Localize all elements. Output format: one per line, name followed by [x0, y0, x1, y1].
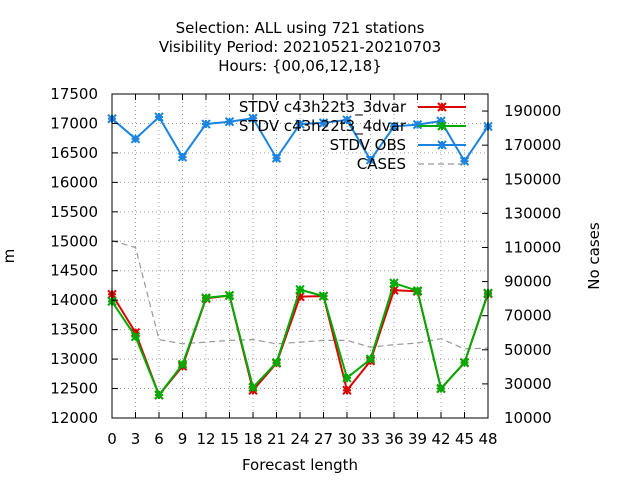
point-stdv-c43h22t3-4dvar: [318, 291, 329, 301]
x-tick-label: 27: [314, 430, 333, 448]
point-stdv-c43h22t3-4dvar: [389, 278, 399, 288]
y2-tick-label: 190000: [504, 102, 561, 120]
x-tick-label: 42: [431, 430, 450, 448]
y2-tick-label: 70000: [504, 307, 552, 325]
y-tick-label: 12500: [50, 380, 98, 398]
cases-series-layer: [111, 240, 489, 350]
x-tick-label: 12: [196, 430, 215, 448]
y-tick-label: 14500: [50, 262, 98, 280]
x-tick-label: 0: [107, 430, 117, 448]
y-tick-label: 13500: [50, 321, 98, 339]
point-stdv-obs: [248, 113, 258, 123]
point-stdv-obs: [389, 121, 399, 132]
point-stdv-obs: [154, 112, 164, 122]
x-tick-label: 36: [384, 430, 403, 448]
x-tick-label: 24: [290, 430, 309, 448]
point-stdv-obs: [224, 116, 235, 127]
y2-axis-label: No cases: [585, 222, 603, 290]
x-tick-label: 48: [478, 430, 497, 448]
x-tick-label: 39: [408, 430, 427, 448]
legend-label-stdv-c43h22t3-3dvar: STDV c43h22t3_3dvar: [239, 98, 407, 117]
y2-tick-label: 50000: [504, 341, 552, 359]
x-tick-label: 33: [361, 430, 380, 448]
point-stdv-c43h22t3-4dvar: [436, 383, 446, 394]
point-stdv-c43h22t3-4dvar: [248, 382, 258, 393]
y-tick-label: 13000: [50, 350, 98, 368]
title-line-3: Hours: {00,06,12,18}: [218, 57, 382, 75]
point-stdv-c43h22t3-4dvar: [224, 290, 235, 301]
point-stdv-obs: [177, 152, 188, 162]
point-stdv-c43h22t3-4dvar: [154, 390, 164, 400]
point-stdv-c43h22t3-4dvar: [177, 359, 188, 370]
legend-marker-stdv-c43h22t3-4dvar: [437, 121, 447, 131]
title-line-1: Selection: ALL using 721 stations: [176, 19, 425, 37]
y2-tick-label: 90000: [504, 273, 552, 291]
x-tick-label: 30: [337, 430, 356, 448]
y-tick-label: 16500: [50, 144, 98, 162]
x-tick-label: 15: [220, 430, 239, 448]
point-stdv-obs: [318, 118, 329, 128]
x-tick-label: 6: [154, 430, 164, 448]
y-tick-label: 12000: [50, 409, 98, 427]
y-tick-label: 17500: [50, 85, 98, 103]
point-stdv-obs: [459, 156, 470, 166]
point-stdv-c43h22t3-4dvar: [271, 357, 282, 368]
legend-label-cases: CASES: [357, 155, 406, 173]
legend-marker-stdv-obs: [437, 140, 447, 150]
y-tick-label: 15000: [50, 232, 98, 250]
legend-label-stdv-obs: STDV OBS: [330, 136, 406, 154]
point-stdv-obs: [271, 153, 282, 163]
series-layer: [107, 112, 493, 400]
point-stdv-c43h22t3-4dvar: [201, 293, 211, 303]
point-stdv-c43h22t3-4dvar: [130, 331, 141, 342]
y-axis-label: m: [0, 249, 18, 264]
y2-tick-label: 30000: [504, 375, 552, 393]
point-stdv-obs: [201, 119, 211, 129]
point-stdv-obs: [130, 134, 141, 144]
title-line-2: Visibility Period: 20210521-20210703: [159, 38, 441, 56]
y-tick-label: 14000: [50, 291, 98, 309]
point-stdv-obs: [342, 115, 352, 125]
x-tick-label: 9: [178, 430, 188, 448]
series-line-cases: [111, 240, 489, 350]
y2-tick-label: 110000: [504, 238, 561, 256]
x-tick-label: 21: [267, 430, 286, 448]
point-stdv-c43h22t3-4dvar: [412, 286, 423, 296]
point-stdv-obs: [365, 155, 376, 165]
point-stdv-c43h22t3-4dvar: [459, 357, 470, 368]
point-stdv-c43h22t3-4dvar: [342, 373, 352, 383]
y-tick-label: 16000: [50, 173, 98, 191]
y2-tick-label: 150000: [504, 170, 561, 188]
grid-lines: [112, 94, 488, 418]
point-stdv-c43h22t3-4dvar: [295, 284, 305, 295]
legend-label-stdv-c43h22t3-4dvar: STDV c43h22t3_4dvar: [239, 117, 407, 136]
point-stdv-c43h22t3-4dvar: [365, 354, 376, 364]
y2-tick-label: 130000: [504, 204, 561, 222]
point-stdv-c43h22t3-3dvar: [342, 385, 352, 396]
y2-tick-label: 170000: [504, 136, 561, 154]
y2-tick-label: 10000: [504, 409, 552, 427]
legend-marker-stdv-c43h22t3-3dvar: [437, 102, 447, 112]
x-tick-label: 18: [243, 430, 262, 448]
y-tick-label: 17000: [50, 114, 98, 132]
x-tick-label: 45: [455, 430, 474, 448]
y-tick-label: 15500: [50, 203, 98, 221]
x-axis-label: Forecast length: [242, 456, 358, 474]
point-stdv-obs: [412, 119, 423, 130]
chart-title: Selection: ALL using 721 stations Visibi…: [159, 19, 441, 75]
axis-ticks: 0 3 6 9 12 15 18 21 24 27 30 33 36 39 42 45 481200012500…: [50, 85, 561, 448]
point-stdv-obs: [295, 119, 305, 129]
x-tick-label: 3: [131, 430, 141, 448]
